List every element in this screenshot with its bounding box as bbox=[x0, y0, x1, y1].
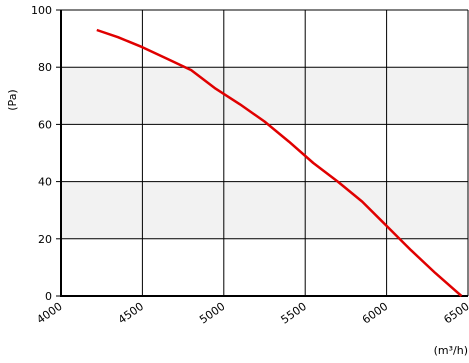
y-tick-labels: 0 20 40 60 80 100 bbox=[31, 4, 52, 303]
y-tick-label: 40 bbox=[38, 176, 52, 189]
y-tick-label: 20 bbox=[38, 233, 52, 246]
y-tick-label: 80 bbox=[38, 61, 52, 74]
y-axis-label: (Pa) bbox=[6, 89, 19, 110]
x-tick-labels: 4000 4500 5000 5500 6000 6500 bbox=[34, 300, 469, 327]
plot-band bbox=[61, 67, 468, 125]
x-axis-label: (m³/h) bbox=[434, 344, 468, 357]
x-tick-label: 5000 bbox=[197, 300, 227, 327]
y-tick-label: 60 bbox=[38, 118, 52, 131]
x-tick-label: 4000 bbox=[34, 300, 64, 327]
series-layer bbox=[96, 28, 463, 297]
grid-lines bbox=[61, 9, 469, 296]
x-tick-label: 6000 bbox=[360, 300, 390, 327]
plot-background-bands bbox=[61, 67, 468, 239]
y-tick-label: 100 bbox=[31, 4, 52, 17]
plot-band bbox=[61, 181, 468, 239]
axes bbox=[56, 9, 468, 297]
x-tick-label: 6500 bbox=[441, 300, 469, 327]
y-tick-label: 0 bbox=[45, 290, 52, 303]
x-tick-label: 4500 bbox=[116, 300, 146, 327]
x-tick-label: 5500 bbox=[279, 300, 309, 327]
series-line bbox=[96, 28, 463, 297]
